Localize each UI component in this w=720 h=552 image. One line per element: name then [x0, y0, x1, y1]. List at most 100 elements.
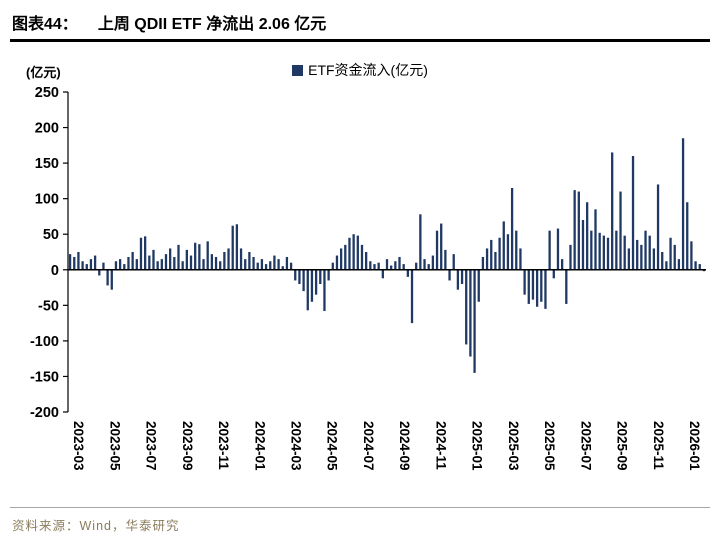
bar [686, 202, 689, 270]
bar [527, 269, 530, 304]
bar [294, 269, 297, 281]
bar [652, 248, 656, 270]
bar [390, 265, 393, 270]
x-tick-label: 2025-11 [651, 421, 666, 470]
bar [77, 252, 80, 270]
bar [352, 234, 355, 270]
y-tick-label: 0 [51, 263, 59, 279]
bar [690, 241, 693, 270]
bar [506, 234, 510, 270]
bar [406, 269, 409, 277]
bar [402, 264, 405, 270]
bar [356, 235, 359, 270]
bar [515, 230, 518, 270]
bar [661, 252, 664, 270]
bar [394, 261, 397, 270]
bar [510, 188, 514, 270]
bar [594, 209, 597, 270]
bar [123, 264, 126, 270]
bar [544, 269, 547, 309]
bar [169, 248, 172, 270]
bar [673, 244, 676, 270]
bar [206, 241, 209, 270]
bar [485, 248, 489, 270]
bar [590, 230, 593, 270]
bar [231, 225, 234, 270]
report-figure: 图表44： 上周 QDII ETF 净流出 2.06 亿元 (亿元) ETF资金… [10, 8, 710, 534]
figure-label: 图表44： [12, 16, 78, 33]
x-tick-label: 2023-05 [107, 421, 122, 471]
bar [569, 244, 572, 270]
legend: ETF资金流入(亿元) [10, 60, 710, 80]
x-tick-label: 2025-01 [470, 421, 485, 471]
x-tick-label: 2024-09 [397, 421, 412, 471]
x-tick-label: 2024-07 [361, 421, 376, 471]
bar [289, 262, 293, 270]
bar [648, 235, 651, 270]
x-tick-label: 2024-03 [289, 421, 304, 471]
bar [560, 259, 564, 270]
x-tick-label: 2024-01 [252, 421, 267, 471]
bar [131, 252, 134, 270]
bar [460, 269, 464, 284]
bar [210, 254, 214, 270]
bar [273, 255, 276, 270]
x-tick-label: 2023-03 [71, 421, 86, 471]
chart-top-row: (亿元) ETF资金流入(亿元) [10, 54, 710, 84]
bar [531, 269, 535, 300]
bar [327, 269, 330, 281]
bar [606, 237, 610, 270]
y-axis-unit-label: (亿元) [26, 65, 61, 80]
bar [143, 236, 147, 270]
bar [160, 259, 163, 270]
bar [227, 248, 230, 270]
bar [310, 269, 314, 302]
bar [344, 244, 347, 270]
x-tick-label: 2025-09 [615, 421, 630, 471]
bar [269, 261, 272, 270]
bar [98, 269, 101, 276]
y-tick-label: -200 [30, 405, 59, 421]
figure-header: 图表44： 上周 QDII ETF 净流出 2.06 亿元 [10, 8, 710, 34]
x-tick-label: 2023-11 [216, 421, 231, 470]
source-note: 资料来源：Wind，华泰研究 [12, 519, 180, 533]
bar [214, 256, 218, 270]
bar [239, 248, 243, 270]
bar [373, 264, 376, 270]
x-tick-label: 2024-05 [325, 421, 340, 471]
bar [152, 249, 155, 270]
bar [348, 237, 351, 270]
bar [114, 261, 118, 270]
bar [244, 259, 247, 270]
bar [623, 235, 626, 270]
bar [235, 224, 239, 270]
bar [665, 261, 668, 270]
bar [256, 262, 259, 270]
bar [189, 255, 193, 270]
bar [81, 261, 84, 270]
bar [631, 156, 635, 270]
bar [198, 244, 201, 270]
bar [185, 249, 188, 270]
bar [640, 244, 643, 270]
bar [615, 230, 618, 270]
bar [148, 255, 151, 270]
bar [285, 256, 289, 270]
bar [490, 239, 493, 270]
bar [619, 191, 622, 270]
bar [118, 259, 122, 270]
bar [89, 259, 93, 270]
bar [281, 266, 284, 270]
y-tick-label: 50 [43, 227, 59, 243]
bar [444, 249, 447, 270]
bar [127, 256, 130, 270]
bar [360, 244, 364, 270]
bar [498, 237, 501, 270]
x-tick-label: 2023-07 [144, 421, 159, 471]
bar [219, 261, 222, 270]
bar [306, 269, 309, 311]
bar [398, 256, 401, 270]
bar [377, 262, 380, 270]
bar [427, 264, 430, 270]
bar [102, 262, 105, 270]
